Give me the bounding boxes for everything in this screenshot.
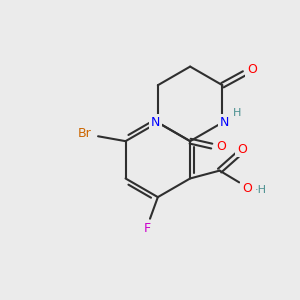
Text: O: O <box>242 182 252 195</box>
Text: N: N <box>151 116 160 129</box>
Text: Br: Br <box>77 127 91 140</box>
Text: F: F <box>143 222 151 235</box>
Text: O: O <box>237 142 247 155</box>
Text: N: N <box>220 116 229 129</box>
Text: O: O <box>217 140 226 153</box>
Text: O: O <box>247 63 257 76</box>
Text: H: H <box>233 108 242 118</box>
Text: ·H: ·H <box>255 185 267 195</box>
